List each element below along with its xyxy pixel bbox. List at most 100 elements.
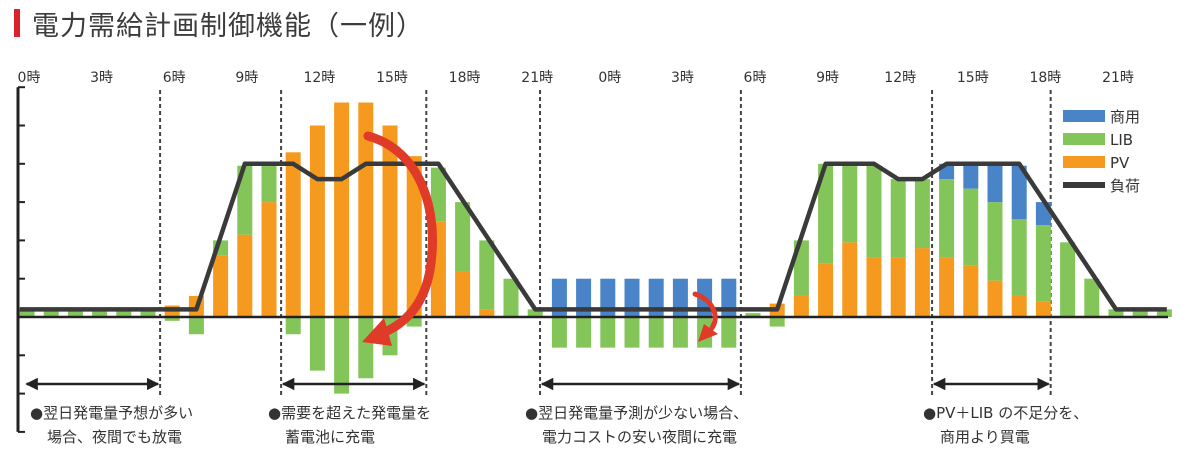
bar-lib xyxy=(19,309,35,317)
bar-lib xyxy=(721,317,737,348)
bar-pv xyxy=(1035,301,1051,317)
bar-lib xyxy=(648,317,664,348)
bar-lib xyxy=(358,317,374,379)
bar-lib xyxy=(164,317,180,321)
bar-pv xyxy=(358,102,374,318)
annotation-3-line1: ●翌日発電量予測が少ない場合、 xyxy=(525,404,749,422)
charge-arrow-head-icon xyxy=(362,318,392,346)
bar-lib xyxy=(939,179,955,258)
x-tick-label: 18時 xyxy=(1029,70,1061,86)
bar-lib xyxy=(140,309,156,317)
x-tick-label: 0時 xyxy=(598,70,621,86)
legend-swatch xyxy=(1063,110,1105,122)
annotation-2-line1: ●需要を超えた発電量を xyxy=(268,404,432,422)
bar-pv xyxy=(914,248,930,317)
annotation-3-line2: 電力コストの安い夜間に充電 xyxy=(542,428,738,446)
bar-lib xyxy=(963,188,979,266)
night-charge-arrow-head-icon xyxy=(698,324,718,342)
annotation-4-line2: 商用より買電 xyxy=(940,428,1030,446)
bar-lib xyxy=(116,309,132,317)
bar-lib xyxy=(285,317,301,335)
bar-pv xyxy=(987,280,1003,317)
bar-lib xyxy=(188,317,204,335)
x-tick-label: 18時 xyxy=(449,70,481,86)
x-tick-label: 6時 xyxy=(744,70,767,86)
x-tick-label: 9時 xyxy=(816,70,839,86)
annotation-2-line2: 蓄電池に充電 xyxy=(285,428,376,446)
bar-lib xyxy=(672,317,688,348)
legend-swatch xyxy=(1063,133,1105,145)
bar-pv xyxy=(1011,295,1027,317)
bar-pv xyxy=(455,271,471,317)
bar-lib xyxy=(527,309,543,317)
x-tick-label: 3時 xyxy=(671,70,694,86)
bar-pv xyxy=(213,255,229,317)
bar-lib xyxy=(92,309,108,317)
bar-pv xyxy=(818,263,834,317)
bar-lib xyxy=(866,165,882,258)
annotation-1-line1: ●翌日発電量予想が多い xyxy=(30,404,194,422)
x-tick-label: 15時 xyxy=(957,70,989,86)
bar-lib xyxy=(479,240,495,310)
bar-pv xyxy=(939,257,955,317)
bar-pv xyxy=(793,295,809,317)
bar-lib xyxy=(551,317,567,348)
bar-lib xyxy=(430,167,446,222)
x-tick-label: 21時 xyxy=(521,70,553,86)
x-tick-label: 12時 xyxy=(884,70,916,86)
bar-lib xyxy=(406,317,422,327)
annotation-4: ●PV＋LIB の不足分を、 商用より買電 xyxy=(923,401,1088,449)
axes xyxy=(16,86,1168,433)
bar-commercial xyxy=(1011,165,1027,220)
bar-lib xyxy=(987,202,1003,281)
x-tick-labels: 0時 3時 6時 9時 12時 15時 18時 21時 0時 3時 6時 9時 12時 15時 18時 21時 xyxy=(18,70,1134,86)
annotation-3: ●翌日発電量予測が少ない場合、 電力コストの安い夜間に充電 xyxy=(525,401,748,449)
bar-lib xyxy=(1035,225,1051,302)
bar-commercial xyxy=(963,165,979,189)
bar-lib xyxy=(624,317,640,348)
x-tick-label: 12時 xyxy=(303,70,335,86)
bar-lib xyxy=(43,309,59,317)
bar-pv xyxy=(963,265,979,317)
title-accent-bar xyxy=(14,9,20,37)
bar-lib xyxy=(67,309,83,317)
x-tick-label: 21時 xyxy=(1102,70,1134,86)
charge-arrow-icon xyxy=(363,131,437,340)
bar-lib xyxy=(745,313,761,317)
bar-pv xyxy=(890,257,906,317)
page-title: 電力需給計画制御機能（一例） xyxy=(32,11,424,42)
bar-pv xyxy=(406,156,422,317)
legend-label: 負荷 xyxy=(1110,177,1140,195)
bar-lib xyxy=(1108,309,1124,317)
annotation-2: ●需要を超えた発電量を 蓄電池に充電 xyxy=(268,401,431,449)
bar-pv xyxy=(237,234,253,317)
bar-pv xyxy=(866,257,882,317)
bar-lib xyxy=(1011,219,1027,296)
annotation-1: ●翌日発電量予想が多い 場合、夜間でも放電 xyxy=(30,401,193,449)
bar-lib xyxy=(769,317,785,327)
bar-lib xyxy=(334,317,350,394)
bar-lib xyxy=(503,278,519,317)
period-markers xyxy=(159,90,1052,395)
bar-lib xyxy=(914,179,930,249)
load-line-group xyxy=(19,161,1167,312)
load-line xyxy=(19,161,1167,312)
bar-lib xyxy=(1132,309,1148,317)
bar-lib xyxy=(1084,278,1100,317)
bar-pv xyxy=(334,102,350,318)
bar-pv xyxy=(261,202,277,317)
x-tick-label: 3時 xyxy=(90,70,113,86)
bar-lib xyxy=(261,163,277,203)
legend-label: PV xyxy=(1110,154,1130,172)
bar-lib xyxy=(455,202,471,272)
bar-commercial xyxy=(987,163,1003,203)
legend-label: 商用 xyxy=(1110,108,1140,126)
bar-lib xyxy=(237,165,253,235)
bar-lib xyxy=(818,163,834,264)
bar-lib xyxy=(842,165,858,243)
bar-lib xyxy=(1060,242,1076,317)
bar-lib xyxy=(576,317,592,348)
annotation-4-line1: ●PV＋LIB の不足分を、 xyxy=(923,404,1089,422)
legend-label: LIB xyxy=(1110,131,1133,149)
